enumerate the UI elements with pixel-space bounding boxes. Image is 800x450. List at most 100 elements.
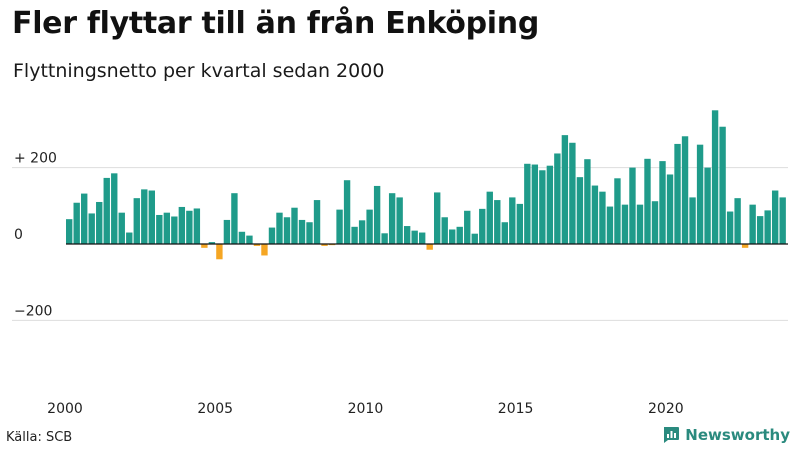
bar: [584, 159, 591, 244]
bar: [96, 201, 103, 244]
bar: [546, 165, 554, 244]
bar: [434, 192, 441, 244]
bar: [88, 213, 95, 244]
bar: [261, 244, 268, 256]
bar: [711, 110, 719, 244]
bar: [674, 143, 681, 244]
bar: [426, 244, 433, 250]
bar: [509, 197, 516, 244]
bar: [666, 174, 674, 244]
bar: [644, 158, 651, 244]
bar: [388, 193, 396, 244]
bar: [539, 170, 546, 244]
bar: [201, 244, 208, 248]
bar: [569, 142, 576, 244]
bar: [464, 210, 471, 244]
bar: [629, 167, 636, 244]
bar: [719, 126, 726, 244]
bar: [418, 232, 426, 244]
bar: [659, 161, 666, 244]
bar: [486, 191, 493, 244]
bar: [636, 204, 644, 244]
bar: [103, 177, 110, 244]
bar: [696, 144, 704, 244]
bar: [441, 217, 448, 244]
bar: [246, 235, 253, 244]
bar: [524, 163, 531, 244]
bar: [186, 210, 193, 244]
bar: [756, 216, 764, 244]
x-tick-label: 2020: [648, 401, 684, 417]
bar: [223, 219, 231, 244]
bar: [779, 197, 786, 244]
bar: [764, 210, 771, 244]
bar: [403, 226, 411, 244]
bar: [494, 200, 501, 244]
bar: [306, 222, 313, 244]
bar: [411, 230, 418, 244]
bar: [163, 212, 171, 244]
brand-name: Newsworthy: [685, 426, 790, 444]
source-label: Källa: SCB: [6, 430, 73, 445]
bar: [614, 178, 621, 244]
bar: [516, 203, 524, 244]
bar: [283, 217, 291, 244]
bar: [456, 226, 463, 244]
bar: [358, 220, 366, 244]
bar: [126, 232, 133, 244]
x-tick-label: 2000: [47, 401, 83, 417]
y-tick-label: −200: [14, 303, 52, 319]
bar: [178, 206, 186, 244]
bar: [216, 244, 223, 260]
bar: [133, 198, 140, 244]
newsworthy-logo-icon: [664, 427, 680, 443]
bar: [396, 197, 403, 244]
bar: [749, 204, 756, 244]
bar: [111, 173, 118, 244]
bar: [231, 193, 238, 244]
bar: [726, 211, 734, 244]
bar: [208, 242, 216, 244]
bar: [141, 189, 148, 244]
bar: [156, 214, 163, 244]
bar: [501, 222, 508, 244]
bar: [276, 212, 283, 244]
bar: [554, 153, 561, 244]
bar: [704, 167, 711, 244]
bar: [118, 212, 125, 244]
bar-chart: + 200 0 −200 2000 2005 2010 2015 2020: [12, 110, 788, 417]
bar: [606, 206, 614, 244]
bar: [479, 208, 486, 244]
y-tick-label: + 200: [14, 151, 57, 167]
x-tick-label: 2015: [498, 401, 534, 417]
bar: [268, 227, 276, 244]
bar: [298, 219, 306, 244]
x-tick-label: 2010: [348, 401, 384, 417]
x-tick-label: 2005: [197, 401, 233, 417]
bar: [599, 191, 606, 244]
bar: [591, 185, 599, 244]
bar: [381, 233, 388, 244]
bar: [621, 204, 629, 244]
bar: [531, 164, 539, 244]
bar: [336, 209, 343, 244]
bar: [343, 180, 351, 244]
bar: [651, 201, 659, 244]
bar: [148, 190, 155, 244]
bar: [561, 135, 569, 244]
bar: [313, 200, 321, 244]
bar: [66, 219, 73, 244]
bar: [449, 229, 456, 244]
y-tick-label: 0: [14, 227, 23, 243]
bar: [351, 226, 358, 244]
bar: [471, 233, 478, 244]
bar: [171, 216, 178, 244]
bar: [321, 244, 328, 246]
bar: [689, 197, 696, 244]
bar: [73, 202, 80, 244]
bar: [734, 198, 741, 244]
bar: [238, 231, 246, 244]
bar: [291, 207, 298, 244]
brand-logo[interactable]: Newsworthy: [662, 426, 790, 444]
bar: [193, 208, 201, 244]
